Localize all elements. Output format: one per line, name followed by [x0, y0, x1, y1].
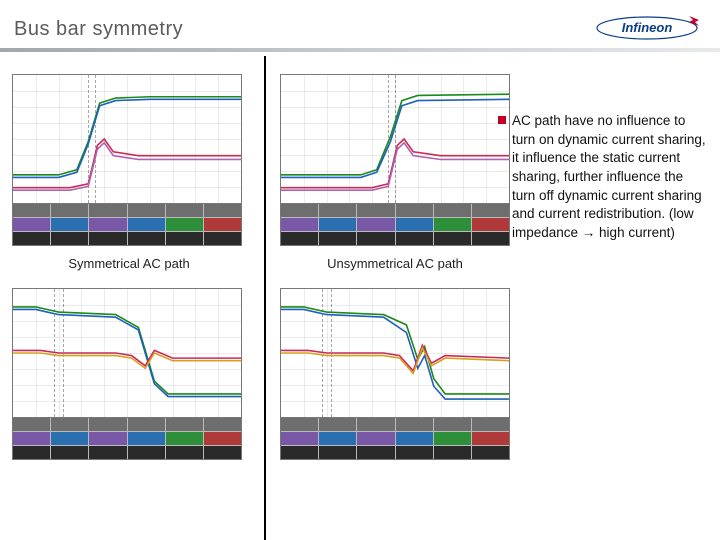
bullet-block: AC path have no influence to turn on dyn… — [512, 112, 710, 242]
caption-left: Symmetrical AC path — [44, 256, 214, 271]
bullet-lead: AC path have no influence to turn on dyn… — [512, 113, 706, 240]
bullet-marker-icon — [498, 116, 506, 124]
vertical-divider — [264, 56, 266, 540]
oscilloscope-top-left — [12, 74, 242, 246]
caption-right: Unsymmetrical AC path — [300, 256, 490, 271]
bullet-arrow: → — [582, 225, 596, 240]
oscilloscope-top-right — [280, 74, 510, 246]
title-underline — [0, 48, 720, 52]
slide-header: Bus bar symmetry Infineon — [0, 0, 720, 56]
bullet-tail: high current) — [595, 225, 675, 240]
slide-content: Symmetrical AC path Unsymmetrical AC pat… — [0, 56, 720, 540]
brand-text: Infineon — [622, 20, 673, 35]
brand-logo: Infineon — [592, 12, 702, 42]
bullet-text: AC path have no influence to turn on dyn… — [512, 112, 710, 242]
oscilloscope-bottom-left — [12, 288, 242, 460]
oscilloscope-bottom-right — [280, 288, 510, 460]
